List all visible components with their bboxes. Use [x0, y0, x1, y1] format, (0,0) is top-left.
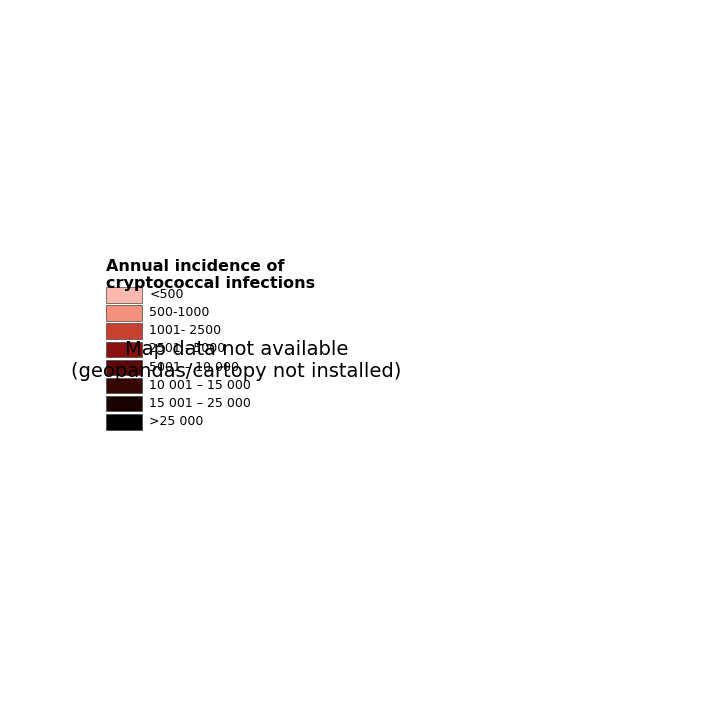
Text: 500-1000: 500-1000 [149, 306, 210, 319]
Bar [106, 324, 142, 339]
Text: 5001 – 10 000: 5001 – 10 000 [149, 361, 239, 373]
Text: 15 001 – 25 000: 15 001 – 25 000 [149, 397, 251, 410]
Text: Annual incidence of
cryptococcal infections: Annual incidence of cryptococcal infecti… [106, 259, 315, 291]
Text: <500: <500 [149, 288, 184, 301]
Text: 1001- 2500: 1001- 2500 [149, 325, 221, 337]
Text: 10 001 – 15 000: 10 001 – 15 000 [149, 379, 251, 392]
Text: >25 000: >25 000 [149, 415, 203, 428]
Bar [106, 287, 142, 303]
Bar [106, 378, 142, 393]
Bar [106, 305, 142, 321]
Text: Map data not available
(geopandas/cartopy not installed): Map data not available (geopandas/cartop… [71, 340, 401, 381]
Bar [106, 396, 142, 411]
Bar [106, 341, 142, 357]
Bar [106, 360, 142, 375]
Text: 2501 - 5000: 2501 - 5000 [149, 342, 225, 356]
Bar [106, 414, 142, 430]
